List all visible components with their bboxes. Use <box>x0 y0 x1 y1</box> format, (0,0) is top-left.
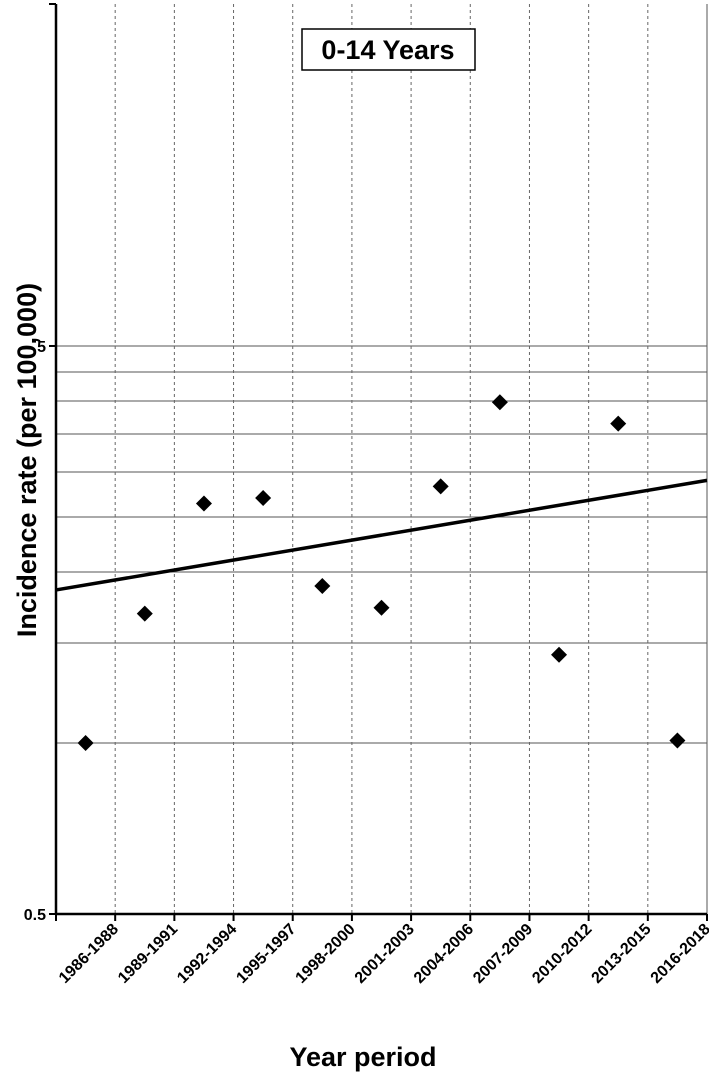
y-tick-label: 0.5 <box>24 907 46 924</box>
x-tick-label: 1986-1988 <box>56 921 122 987</box>
chart-title: 0-14 Years <box>321 35 454 65</box>
data-point-1989-1991 <box>136 605 153 622</box>
axes <box>49 3 708 921</box>
chart-title-box: 0-14 Years <box>301 28 476 71</box>
data-point-2004-2006 <box>432 478 449 495</box>
x-tick-label: 1995-1997 <box>233 921 299 987</box>
x-tick-label: 2016-2018 <box>648 921 709 987</box>
x-tick-label: 2010-2012 <box>529 921 595 987</box>
x-tick-label: 2004-2006 <box>411 921 477 987</box>
data-point-2016-2018 <box>669 732 686 749</box>
x-axis-title: Year period <box>289 1042 436 1072</box>
data-points <box>77 394 686 752</box>
x-tick-label: 2001-2003 <box>352 921 418 987</box>
data-point-1992-1994 <box>195 495 212 512</box>
trendline <box>55 478 708 592</box>
x-tick-label: 2013-2015 <box>589 921 655 987</box>
data-point-2001-2003 <box>373 599 390 616</box>
data-point-1995-1997 <box>255 489 272 506</box>
data-point-2007-2009 <box>491 394 508 411</box>
data-point-1998-2000 <box>314 577 331 594</box>
trendline-group <box>55 478 708 592</box>
x-tick-label: 1998-2000 <box>293 921 359 987</box>
grid <box>56 4 708 914</box>
x-tick-label: 1989-1991 <box>115 921 181 987</box>
x-tick-label: 2007-2009 <box>470 921 536 987</box>
x-tick-label: 1992-1994 <box>174 921 240 987</box>
y-axis-title: Incidence rate (per 100,000) <box>12 283 42 637</box>
y-tick-label: 5 <box>37 339 46 356</box>
tick-labels: 5 0.5 1986-19881989-19911992-19941995-1997… <box>24 339 709 987</box>
chart-title-frame <box>301 28 476 71</box>
data-point-2013-2015 <box>610 415 627 432</box>
data-point-1986-1988 <box>77 735 94 752</box>
data-point-2010-2012 <box>551 646 568 663</box>
